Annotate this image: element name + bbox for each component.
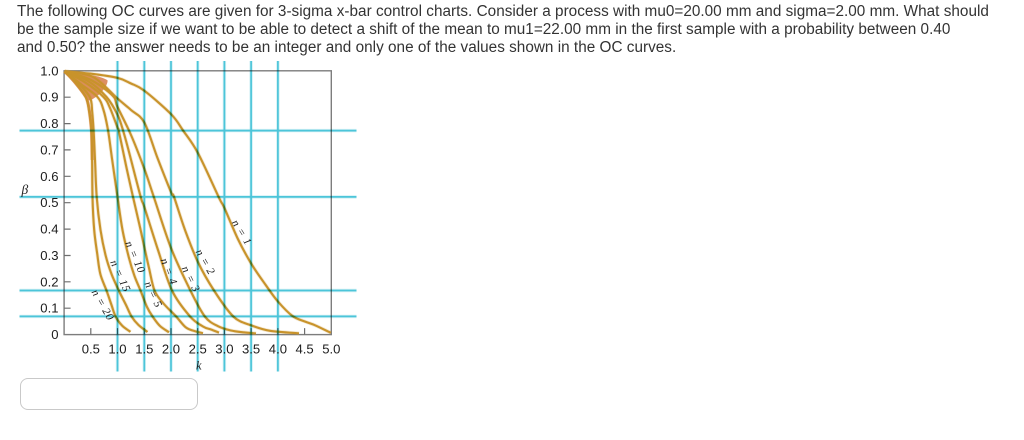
svg-text:0.4: 0.4 bbox=[40, 222, 58, 237]
svg-text:3.5: 3.5 bbox=[242, 342, 260, 357]
svg-text:0.9: 0.9 bbox=[40, 90, 58, 105]
svg-text:1.5: 1.5 bbox=[135, 342, 153, 357]
svg-text:0.1: 0.1 bbox=[40, 301, 58, 316]
svg-text:0.5: 0.5 bbox=[82, 342, 100, 357]
svg-text:β: β bbox=[21, 182, 29, 197]
svg-text:0.6: 0.6 bbox=[40, 169, 58, 184]
svg-text:4.0: 4.0 bbox=[269, 342, 287, 357]
svg-text:0.5: 0.5 bbox=[40, 195, 58, 210]
svg-text:2.5: 2.5 bbox=[189, 342, 207, 357]
svg-text:4.5: 4.5 bbox=[295, 342, 313, 357]
svg-text:0.3: 0.3 bbox=[40, 248, 58, 263]
svg-text:1.0: 1.0 bbox=[108, 342, 126, 357]
svg-text:k: k bbox=[196, 359, 202, 373]
svg-text:1.0: 1.0 bbox=[40, 63, 58, 78]
svg-text:0.2: 0.2 bbox=[40, 274, 58, 289]
svg-text:0.8: 0.8 bbox=[40, 116, 58, 131]
svg-text:0: 0 bbox=[51, 327, 58, 342]
svg-text:3.0: 3.0 bbox=[215, 342, 233, 357]
svg-text:2.0: 2.0 bbox=[162, 342, 180, 357]
svg-text:0.7: 0.7 bbox=[40, 142, 58, 157]
svg-text:5.0: 5.0 bbox=[322, 342, 340, 357]
